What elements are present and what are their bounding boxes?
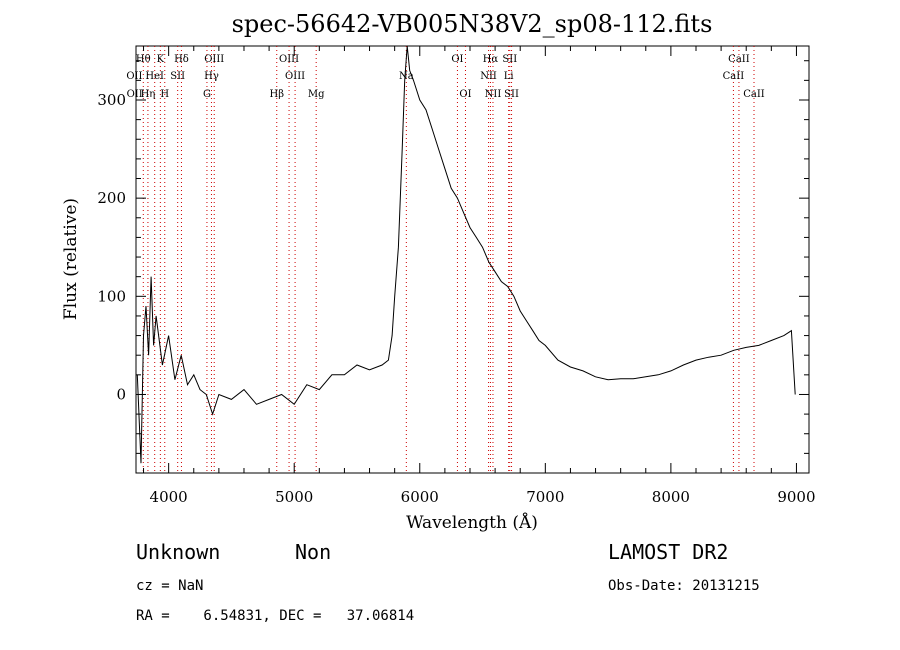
y-tick-label: 200 xyxy=(97,189,126,207)
line-marker-label: Hδ xyxy=(174,54,189,65)
line-marker-label: SII xyxy=(170,71,185,82)
x-tick-label: 8000 xyxy=(652,488,690,506)
coordinates: RA = 6.54831, DEC = 37.06814 xyxy=(136,608,414,624)
line-marker-label: CaII xyxy=(728,54,750,65)
line-marker-label: Hβ xyxy=(269,89,284,100)
survey-name: LAMOST DR2 xyxy=(608,540,728,564)
x-tick-label: 4000 xyxy=(150,488,188,506)
spectrum-line xyxy=(136,45,796,464)
object-class: Unknown xyxy=(136,540,220,564)
line-marker-label: Hη xyxy=(141,89,156,100)
chart-title: spec-56642-VB005N38V2_sp08-112.fits xyxy=(232,10,713,38)
y-axis-label: Flux (relative) xyxy=(61,198,81,320)
x-axis-label: Wavelength (Å) xyxy=(406,512,538,533)
line-marker-label: OIII xyxy=(279,54,299,65)
x-tick-label: 6000 xyxy=(401,488,439,506)
x-axis-ticks: 4000 5000 6000 7000 8000 9000 xyxy=(143,46,816,506)
object-subclass: Non xyxy=(295,540,331,564)
line-marker-label: NII xyxy=(485,89,502,100)
x-tick-label: 7000 xyxy=(526,488,564,506)
line-marker-label: G xyxy=(203,89,211,100)
line-marker-label: Hγ xyxy=(204,71,219,82)
x-tick-label: 9000 xyxy=(777,488,815,506)
line-marker-label: H xyxy=(160,89,169,100)
line-marker-label: Hθ xyxy=(136,54,151,65)
line-marker-label: Na xyxy=(399,71,414,82)
line-marker-label: OII xyxy=(126,71,142,82)
observation-date: Obs-Date: 20131215 xyxy=(608,578,760,594)
emission-line-markers xyxy=(142,46,755,473)
line-marker-label: Hα xyxy=(483,54,499,65)
line-marker-label: K xyxy=(157,54,165,65)
line-marker-label: Li xyxy=(504,71,514,82)
line-marker-label: OI xyxy=(459,89,471,100)
line-marker-label: CaII xyxy=(723,71,745,82)
y-tick-label: 100 xyxy=(97,287,126,305)
x-tick-label: 5000 xyxy=(275,488,313,506)
plot-frame xyxy=(135,45,810,474)
redshift-cz: cz = NaN xyxy=(136,578,203,594)
line-marker-label: OI xyxy=(451,54,463,65)
line-marker-label: OIII xyxy=(204,54,224,65)
line-marker-label: Mg xyxy=(308,89,325,100)
y-axis-ticks: 0 100 200 300 xyxy=(97,60,809,454)
line-marker-label: HeI xyxy=(145,71,164,82)
line-marker-label: SII xyxy=(504,89,519,100)
line-marker-label: CaII xyxy=(743,89,765,100)
y-tick-label: 0 xyxy=(116,385,126,403)
line-marker-label: OIII xyxy=(285,71,305,82)
line-marker-label: SII xyxy=(502,54,517,65)
line-marker-label: NII xyxy=(480,71,497,82)
y-tick-label: 300 xyxy=(97,91,126,109)
line-marker-label: OII xyxy=(127,89,143,100)
